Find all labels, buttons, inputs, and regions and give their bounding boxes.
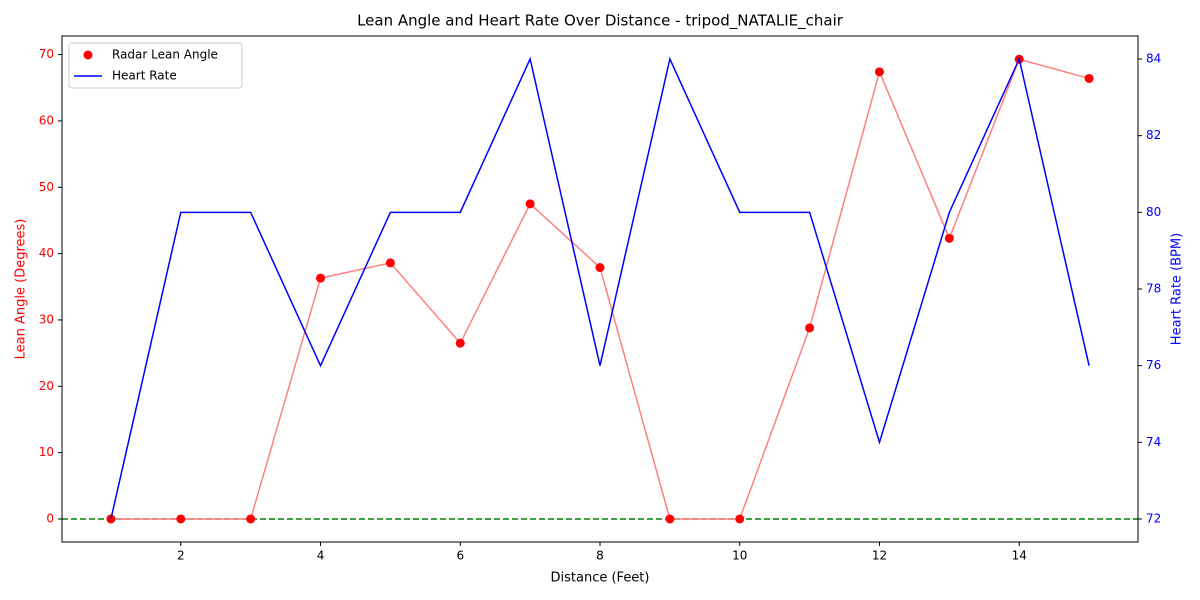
scatter-point: [385, 258, 395, 268]
y-tick-label: 40: [39, 246, 54, 260]
scatter-point: [1084, 73, 1094, 83]
y-tick-label: 10: [39, 445, 54, 459]
y-axis-label: Lean Angle (Degrees): [14, 219, 29, 360]
y2-tick-label: 72: [1146, 512, 1161, 526]
y2-tick-label: 80: [1146, 205, 1161, 219]
x-axis-label: Distance (Feet): [551, 571, 650, 586]
y-tick-label: 30: [39, 312, 54, 326]
y-tick-label: 20: [39, 379, 54, 393]
x-tick-label: 4: [317, 549, 325, 563]
scatter-point: [874, 67, 884, 77]
scatter-point: [176, 514, 186, 524]
scatter-point: [595, 263, 605, 273]
legend-box: [68, 42, 243, 89]
chart-title: Lean Angle and Heart Rate Over Distance …: [357, 12, 844, 31]
series-line: [110, 56, 1090, 520]
legend-label: Heart Rate: [112, 69, 177, 83]
scatter-point: [455, 338, 465, 348]
y-tick-label: 60: [39, 113, 54, 127]
y2-axis-label: Heart Rate (BPM): [1170, 233, 1185, 345]
scatter-point: [525, 199, 535, 209]
x-tick-label: 2: [177, 549, 185, 563]
y2-tick-label: 78: [1146, 282, 1161, 296]
connecting-line: [110, 58, 1090, 520]
legend-label: Radar Lean Angle: [112, 48, 218, 62]
scatter-point: [665, 514, 675, 524]
x-tick-label: 10: [732, 549, 747, 563]
y2-tick-label: 74: [1146, 435, 1161, 449]
x-tick-label: 14: [1012, 549, 1027, 563]
scatter-point: [316, 273, 326, 283]
legend-marker: [83, 50, 93, 60]
plot-frame: [61, 35, 1139, 543]
x-tick-label: 12: [872, 549, 887, 563]
y2-tick-label: 84: [1146, 52, 1161, 66]
scatter-point: [805, 323, 815, 333]
y2-tick-label: 76: [1146, 358, 1161, 372]
scatter-point: [735, 514, 745, 524]
y-tick-label: 70: [39, 47, 54, 61]
y2-tick-label: 82: [1146, 128, 1161, 142]
x-tick-label: 8: [596, 549, 604, 563]
scatter-point: [944, 233, 954, 243]
scatter-point: [246, 514, 256, 524]
x-tick-label: 6: [456, 549, 464, 563]
y-tick-label: 50: [39, 180, 54, 194]
y-tick-label: 0: [46, 511, 54, 525]
